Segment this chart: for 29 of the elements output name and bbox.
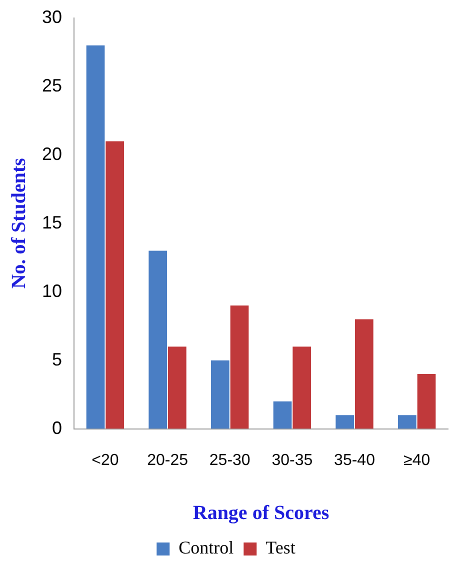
y-tick-label: 15 bbox=[42, 212, 62, 232]
x-axis-title: Range of Scores bbox=[192, 502, 330, 524]
x-tick-label: 20-25 bbox=[147, 452, 188, 469]
y-axis-title: No. of Students bbox=[8, 158, 30, 289]
y-tick-label: 25 bbox=[42, 75, 62, 96]
x-tick-label: <20 bbox=[92, 452, 119, 469]
x-tick-label: 35-40 bbox=[334, 452, 376, 469]
bar bbox=[211, 360, 230, 429]
y-tick-label: 0 bbox=[52, 418, 62, 438]
bar bbox=[417, 374, 436, 429]
y-tick-label: 5 bbox=[52, 349, 62, 370]
bar bbox=[106, 141, 124, 429]
y-tick-label: 10 bbox=[42, 280, 62, 301]
bar bbox=[398, 415, 416, 429]
y-tick-label: 30 bbox=[42, 6, 62, 27]
y-tick-label: 20 bbox=[42, 144, 62, 164]
bar bbox=[86, 45, 105, 429]
x-tick-label: 25-30 bbox=[209, 452, 250, 469]
bar bbox=[273, 401, 292, 429]
bar bbox=[168, 346, 186, 429]
bar bbox=[230, 306, 249, 429]
bar bbox=[354, 319, 374, 429]
bar bbox=[292, 346, 312, 429]
legend-label: Control bbox=[178, 538, 234, 558]
bar bbox=[148, 250, 168, 429]
legend-label: Test bbox=[266, 538, 296, 558]
x-tick-label: 30-35 bbox=[272, 452, 313, 469]
x-tick-label: ≥40 bbox=[404, 452, 430, 469]
bar bbox=[336, 415, 354, 429]
